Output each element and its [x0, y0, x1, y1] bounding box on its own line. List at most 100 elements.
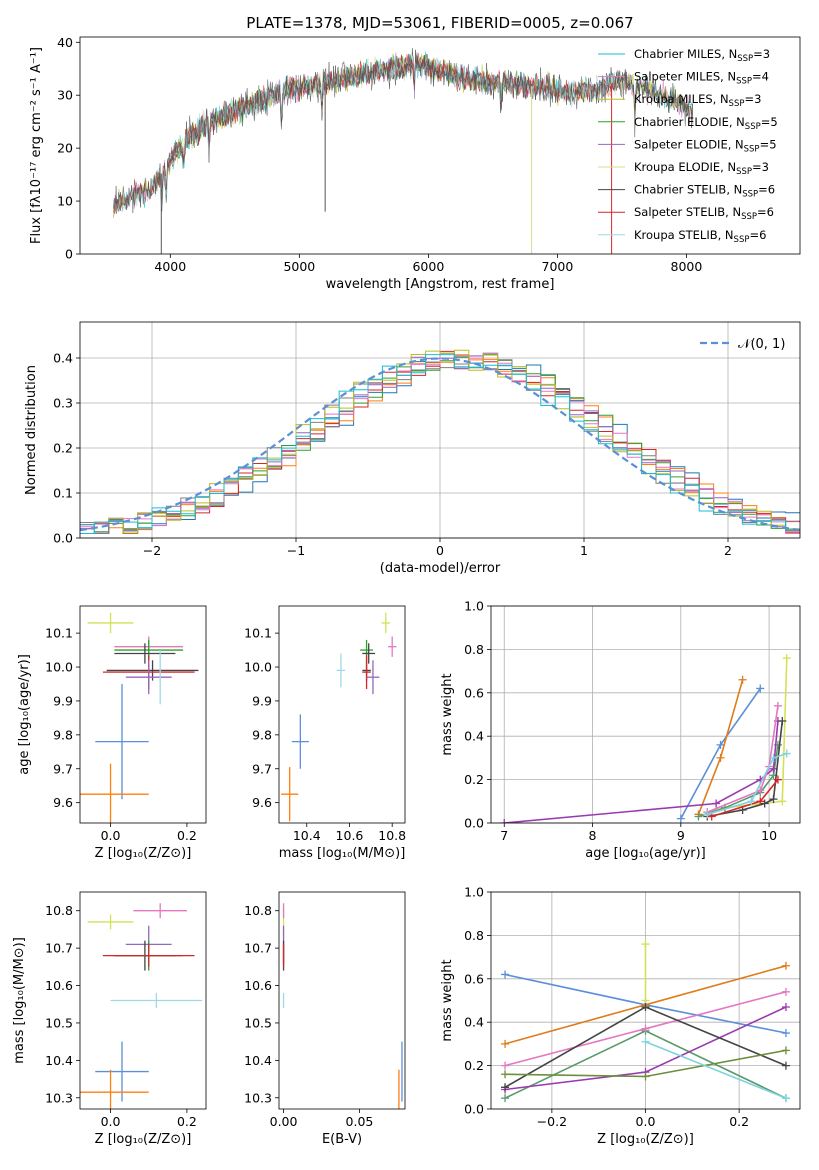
- y-tick-label: 40: [57, 35, 73, 50]
- x-tick-label: 0.0: [101, 828, 121, 843]
- x-tick-label: 0.0: [101, 1114, 121, 1129]
- plus-marker: [756, 684, 765, 693]
- x-tick-label: −0.2: [537, 1114, 567, 1129]
- errorbar-point: [281, 767, 299, 822]
- y-tick-label: 10.6: [45, 978, 73, 993]
- normal-reference-curve: [80, 357, 800, 532]
- y-tick-label: 9.7: [53, 761, 73, 776]
- y-tick-label: 9.8: [53, 727, 73, 742]
- y-tick-label: 10.4: [45, 1053, 73, 1068]
- legend-label: Salpeter ELODIE, NSSP=5: [634, 137, 777, 154]
- plus-marker: [501, 970, 510, 979]
- plus-marker: [716, 740, 725, 749]
- y-tick-label: 0.0: [464, 816, 484, 831]
- plus-marker: [641, 940, 650, 949]
- y-tick-label: 0.6: [464, 685, 484, 700]
- observed-spectrum-line: [113, 48, 694, 215]
- y-tick-label: 0.4: [53, 351, 73, 366]
- histogram-step-series: [80, 359, 800, 534]
- chart-weight_vs_Z: −0.2 0.0 0.2 0.0 0.2 0.4 0.6 0.8 1.0 Z [log₁₀(Z/Z…: [440, 885, 801, 1147]
- y-tick-label: 10.7: [244, 941, 272, 956]
- y-axis-label: Normed distribution: [24, 365, 39, 495]
- y-tick-label: 9.6: [53, 795, 73, 810]
- chart-mass_vs_ebv: 0.00 0.05 10.3 10.4 10.5 10.6 10.7 10.8 E(B-V): [244, 891, 406, 1147]
- plus-marker: [773, 701, 782, 710]
- y-tick-label: 10.7: [45, 941, 73, 956]
- x-axis-label: Z [log₁₀(Z/Z⊙)]: [95, 1132, 192, 1147]
- plus-marker: [778, 717, 787, 726]
- chart-weight_vs_age: 7 8 9 10 0.0 0.2 0.4 0.6 0.8 1.0 age [log₁₀(age/yr…: [440, 599, 801, 861]
- axes-frame: [278, 891, 406, 1110]
- plus-marker: [769, 795, 778, 804]
- axes-frame: [79, 36, 801, 255]
- x-tick-label: 0.0: [636, 1114, 656, 1129]
- y-tick-label: 0.3: [53, 396, 73, 411]
- y-tick-label: 9.6: [252, 795, 272, 810]
- plus-marker: [782, 749, 791, 758]
- y-tick-label: 0.8: [464, 642, 484, 657]
- x-tick-label: −2: [143, 543, 161, 558]
- y-tick-label: 0.2: [464, 1058, 484, 1073]
- y-tick-label: 0.2: [53, 441, 73, 456]
- y-tick-label: 0.0: [464, 1102, 484, 1117]
- plus-marker: [781, 1029, 790, 1038]
- y-axis-label: mass [log₁₀(M/M⊙)]: [12, 937, 27, 1064]
- y-tick-label: 0.8: [464, 928, 484, 943]
- x-tick-label: 6000: [412, 259, 444, 274]
- plus-marker: [781, 1094, 790, 1103]
- legend-label: Kroupa STELIB, NSSP=6: [634, 228, 766, 245]
- axes-frame: [278, 605, 406, 824]
- y-axis-label: mass weight: [440, 959, 455, 1041]
- plus-marker: [778, 797, 787, 806]
- legend-label: Chabrier ELODIE, NSSP=5: [634, 115, 778, 132]
- errorbar-point: [125, 660, 172, 695]
- chart-spectrum: 4000 5000 6000 7000 8000 0 10 20 30 40 wavelength …: [29, 35, 801, 292]
- x-tick-label: 10.8: [378, 828, 406, 843]
- y-tick-label: 1.0: [464, 885, 484, 900]
- x-axis-label: Z [log₁₀(Z/Z⊙)]: [597, 1132, 694, 1147]
- legend-label: 𝒩(0, 1): [738, 337, 785, 352]
- plus-marker: [501, 1061, 510, 1070]
- y-axis-label: mass weight: [440, 673, 455, 755]
- x-tick-label: 9: [677, 828, 685, 843]
- plus-marker: [500, 819, 509, 823]
- x-tick-label: 0.2: [177, 828, 197, 843]
- plus-marker: [769, 753, 778, 762]
- y-tick-label: 10.8: [45, 903, 73, 918]
- y-tick-label: 0.0: [53, 531, 73, 546]
- errorbar-point: [362, 643, 376, 664]
- plot-area: [80, 349, 800, 534]
- x-tick-label: 7: [500, 828, 508, 843]
- errorbar-point: [366, 660, 380, 695]
- x-tick-label: 2: [724, 543, 732, 558]
- x-tick-label: 0: [436, 543, 444, 558]
- plus-marker: [501, 1083, 510, 1092]
- y-tick-label: 30: [57, 88, 73, 103]
- y-tick-label: 0: [65, 247, 73, 262]
- chart-mass_vs_Z: 0.0 0.2 10.3 10.4 10.5 10.6 10.7 10.8 Z [log₁₀(Z…: [12, 891, 207, 1147]
- plot-area: [113, 48, 694, 254]
- legend-label: Chabrier STELIB, NSSP=6: [634, 183, 775, 200]
- x-tick-label: 5000: [283, 259, 315, 274]
- plus-marker: [694, 812, 703, 821]
- x-tick-label: 10.6: [336, 828, 364, 843]
- x-axis-label: E(B-V): [322, 1132, 362, 1147]
- plus-marker: [501, 1070, 510, 1079]
- x-tick-label: 0.05: [346, 1114, 374, 1129]
- errorbar-point: [80, 763, 149, 823]
- y-tick-label: 9.9: [252, 693, 272, 708]
- y-axis-label: age [log₁₀(age/yr)]: [17, 654, 32, 775]
- y-tick-label: 10.5: [45, 1015, 73, 1030]
- figure-title: PLATE=1378, MJD=53061, FIBERID=0005, z=0…: [246, 14, 633, 32]
- errorbar-point: [102, 944, 195, 967]
- y-tick-label: 9.7: [252, 761, 272, 776]
- x-axis-label: (data-model)/error: [380, 561, 501, 576]
- y-tick-label: 10.6: [244, 978, 272, 993]
- x-tick-label: −1: [287, 543, 305, 558]
- y-tick-label: 10.1: [45, 626, 73, 641]
- plus-marker: [501, 1039, 510, 1048]
- legend-label: Salpeter STELIB, NSSP=6: [634, 205, 774, 222]
- y-tick-label: 10.5: [244, 1015, 272, 1030]
- legend-label: Salpeter MILES, NSSP=4: [634, 70, 769, 87]
